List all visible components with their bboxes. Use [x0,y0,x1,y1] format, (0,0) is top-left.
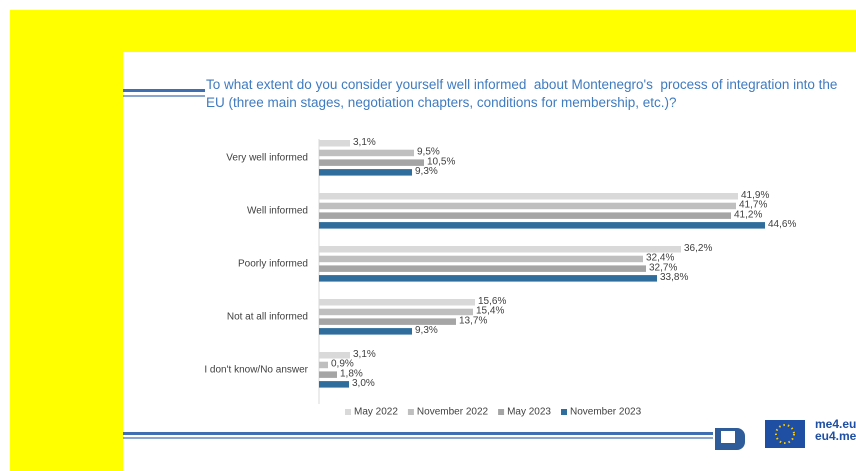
bar [319,275,657,282]
deco-line [123,432,713,435]
value-label: 1,8% [340,368,363,379]
bar [319,308,473,316]
bar [319,299,475,306]
bar [319,318,456,325]
value-label: 3,1% [353,137,376,148]
bar [319,352,350,359]
value-label: 44,6% [768,219,796,230]
value-label: 10,5% [427,156,455,167]
category-label: Poorly informed [238,258,308,269]
value-label: 15,6% [478,296,506,307]
value-label: 32,4% [646,253,674,264]
logo-text: eu4.me [815,429,856,443]
value-label: 3,0% [352,378,375,389]
legend-label: November 2022 [417,407,489,418]
chart-title: To what extent do you consider yourself … [206,77,842,110]
deco-line [123,437,713,439]
value-label: 9,3% [415,166,438,177]
category-label: I don't know/No answer [204,364,308,375]
value-label: 15,4% [476,306,504,317]
legend-label: May 2022 [354,407,398,418]
value-label: 0,9% [331,359,354,370]
bar [319,328,412,335]
legend-label: May 2023 [507,407,551,418]
legend-swatch [407,409,414,415]
title-box: To what extent do you consider yourself … [206,77,842,110]
category-label: Well informed [247,205,308,216]
bar [319,222,765,229]
bar [319,193,738,200]
logo-text: me4.eu [815,417,856,431]
value-label: 9,3% [415,325,438,336]
bar [319,246,681,253]
bar [319,140,350,147]
legend-label: November 2023 [570,407,642,418]
logo-shape [721,431,735,443]
deco-line [123,95,205,97]
category-label: Very well informed [226,152,308,163]
value-label: 41,7% [739,200,767,211]
bar [319,265,646,272]
bar [319,212,731,219]
value-label: 36,2% [684,243,712,254]
category-label: Not at all informed [227,311,308,322]
bar [319,169,412,176]
value-label: 9,5% [417,147,440,158]
value-label: 41,9% [741,190,769,201]
value-label: 13,7% [459,315,487,326]
value-label: 3,1% [353,349,376,360]
legend-swatch [345,409,351,415]
value-label: 32,7% [649,262,677,273]
bar [319,149,414,157]
legend-swatch [498,409,505,415]
bar [319,361,328,369]
yellow-band [10,10,856,52]
deco-line [123,89,205,92]
bar [319,381,349,388]
bar [319,255,643,263]
value-label: 33,8% [660,272,688,283]
value-label: 41,2% [734,209,762,220]
bar [319,371,337,378]
legend-swatch [561,409,567,415]
bar [319,202,736,210]
yellow-column [10,10,123,471]
eu-stars [775,424,795,444]
bar [319,159,424,166]
